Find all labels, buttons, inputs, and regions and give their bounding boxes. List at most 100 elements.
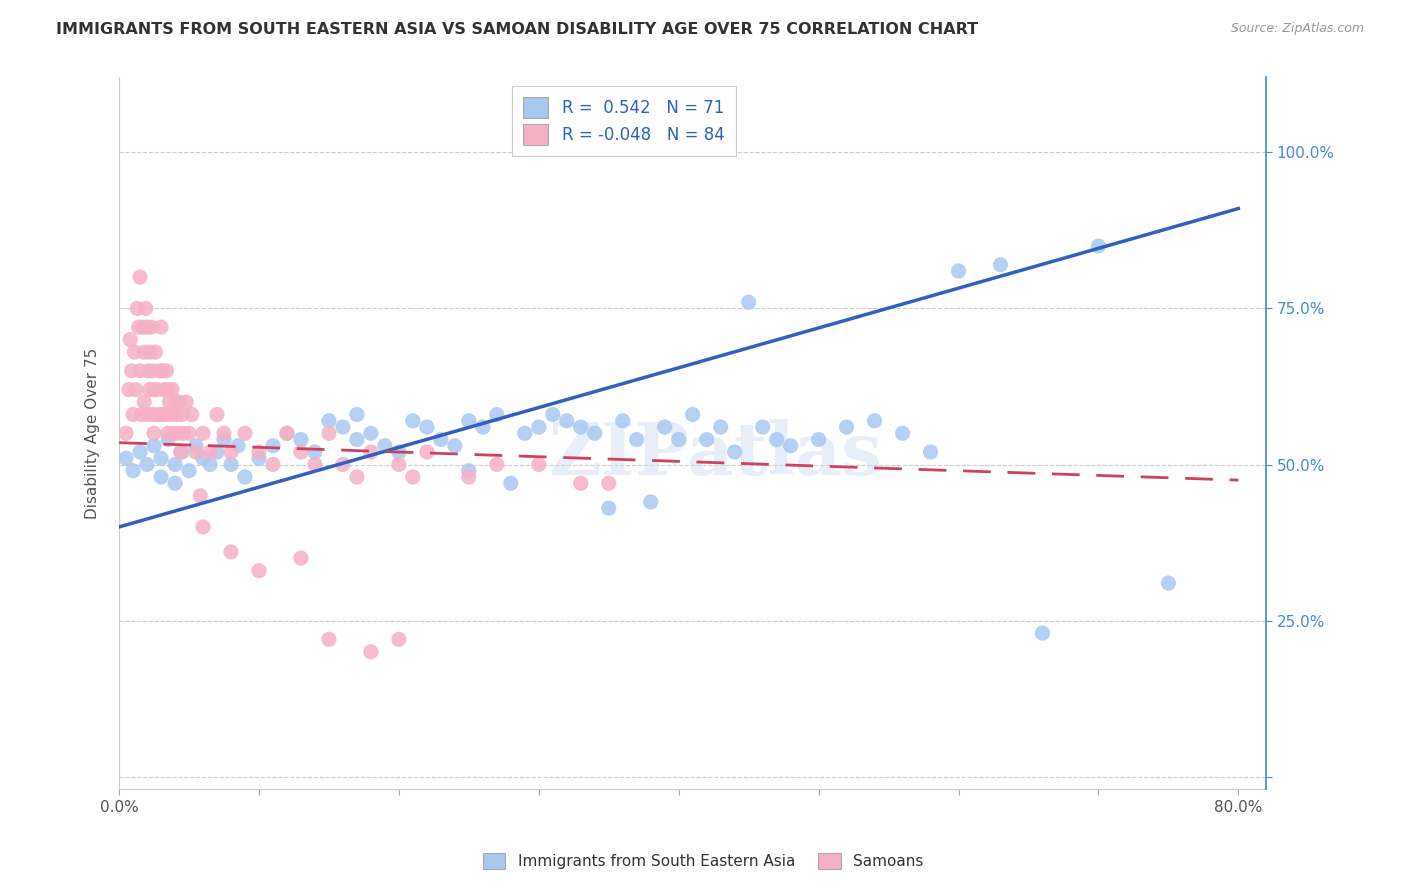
Y-axis label: Disability Age Over 75: Disability Age Over 75 bbox=[86, 348, 100, 519]
Point bbox=[139, 383, 162, 397]
Point bbox=[654, 420, 676, 434]
Point bbox=[188, 489, 211, 503]
Point bbox=[318, 632, 340, 647]
Point bbox=[262, 458, 284, 472]
Point bbox=[124, 345, 146, 359]
Point bbox=[128, 320, 150, 334]
Point bbox=[184, 439, 207, 453]
Text: IMMIGRANTS FROM SOUTH EASTERN ASIA VS SAMOAN DISABILITY AGE OVER 75 CORRELATION : IMMIGRANTS FROM SOUTH EASTERN ASIA VS SA… bbox=[56, 22, 979, 37]
Point bbox=[134, 395, 156, 409]
Point bbox=[276, 426, 298, 441]
Point bbox=[457, 470, 479, 484]
Point bbox=[132, 320, 155, 334]
Point bbox=[205, 408, 228, 422]
Point bbox=[129, 270, 152, 285]
Point bbox=[499, 476, 522, 491]
Point bbox=[863, 414, 886, 428]
Point bbox=[118, 383, 141, 397]
Point bbox=[360, 645, 382, 659]
Point bbox=[165, 408, 187, 422]
Point bbox=[807, 433, 830, 447]
Point bbox=[430, 433, 453, 447]
Point bbox=[360, 426, 382, 441]
Point bbox=[212, 426, 235, 441]
Point bbox=[1087, 239, 1109, 253]
Point bbox=[247, 564, 270, 578]
Point bbox=[191, 520, 214, 534]
Point bbox=[402, 470, 425, 484]
Point bbox=[157, 395, 180, 409]
Point bbox=[167, 395, 190, 409]
Point bbox=[142, 408, 165, 422]
Point bbox=[513, 426, 536, 441]
Point bbox=[219, 545, 242, 559]
Point bbox=[247, 445, 270, 459]
Point bbox=[416, 420, 439, 434]
Point bbox=[682, 408, 704, 422]
Point bbox=[304, 445, 326, 459]
Point bbox=[162, 426, 184, 441]
Point bbox=[388, 445, 411, 459]
Point bbox=[115, 451, 138, 466]
Legend: Immigrants from South Eastern Asia, Samoans: Immigrants from South Eastern Asia, Samo… bbox=[477, 847, 929, 875]
Point bbox=[139, 345, 162, 359]
Point bbox=[835, 420, 858, 434]
Point bbox=[174, 395, 197, 409]
Point bbox=[346, 470, 368, 484]
Point bbox=[304, 458, 326, 472]
Point bbox=[141, 320, 163, 334]
Point bbox=[172, 426, 194, 441]
Point bbox=[184, 445, 207, 459]
Point bbox=[388, 458, 411, 472]
Point bbox=[471, 420, 494, 434]
Point bbox=[990, 258, 1012, 272]
Point bbox=[135, 301, 157, 316]
Point bbox=[948, 264, 970, 278]
Point bbox=[159, 408, 181, 422]
Point bbox=[710, 420, 733, 434]
Point bbox=[150, 408, 173, 422]
Point bbox=[569, 476, 592, 491]
Point bbox=[527, 458, 550, 472]
Point bbox=[626, 433, 648, 447]
Point bbox=[891, 426, 914, 441]
Point bbox=[157, 426, 180, 441]
Point bbox=[136, 458, 159, 472]
Point bbox=[226, 439, 249, 453]
Point bbox=[290, 445, 312, 459]
Point bbox=[598, 476, 620, 491]
Point bbox=[127, 301, 149, 316]
Point bbox=[166, 426, 188, 441]
Point bbox=[170, 445, 193, 459]
Point bbox=[143, 383, 166, 397]
Point bbox=[360, 445, 382, 459]
Legend: R =  0.542   N = 71, R = -0.048   N = 84: R = 0.542 N = 71, R = -0.048 N = 84 bbox=[512, 86, 737, 156]
Point bbox=[136, 320, 159, 334]
Point bbox=[149, 364, 172, 378]
Point bbox=[612, 414, 634, 428]
Point bbox=[485, 458, 508, 472]
Point bbox=[138, 364, 160, 378]
Point bbox=[332, 458, 354, 472]
Point bbox=[146, 383, 169, 397]
Point bbox=[457, 464, 479, 478]
Text: ZIPatlas: ZIPatlas bbox=[548, 419, 883, 490]
Point bbox=[332, 420, 354, 434]
Point bbox=[148, 408, 170, 422]
Point bbox=[120, 333, 142, 347]
Point bbox=[402, 414, 425, 428]
Point bbox=[157, 383, 180, 397]
Point bbox=[180, 408, 202, 422]
Point bbox=[247, 451, 270, 466]
Point bbox=[169, 445, 191, 459]
Point bbox=[150, 451, 173, 466]
Point bbox=[276, 426, 298, 441]
Point bbox=[765, 433, 787, 447]
Point bbox=[125, 383, 148, 397]
Point bbox=[219, 458, 242, 472]
Point bbox=[555, 414, 578, 428]
Point bbox=[115, 426, 138, 441]
Point bbox=[177, 464, 200, 478]
Point bbox=[177, 426, 200, 441]
Point bbox=[374, 439, 396, 453]
